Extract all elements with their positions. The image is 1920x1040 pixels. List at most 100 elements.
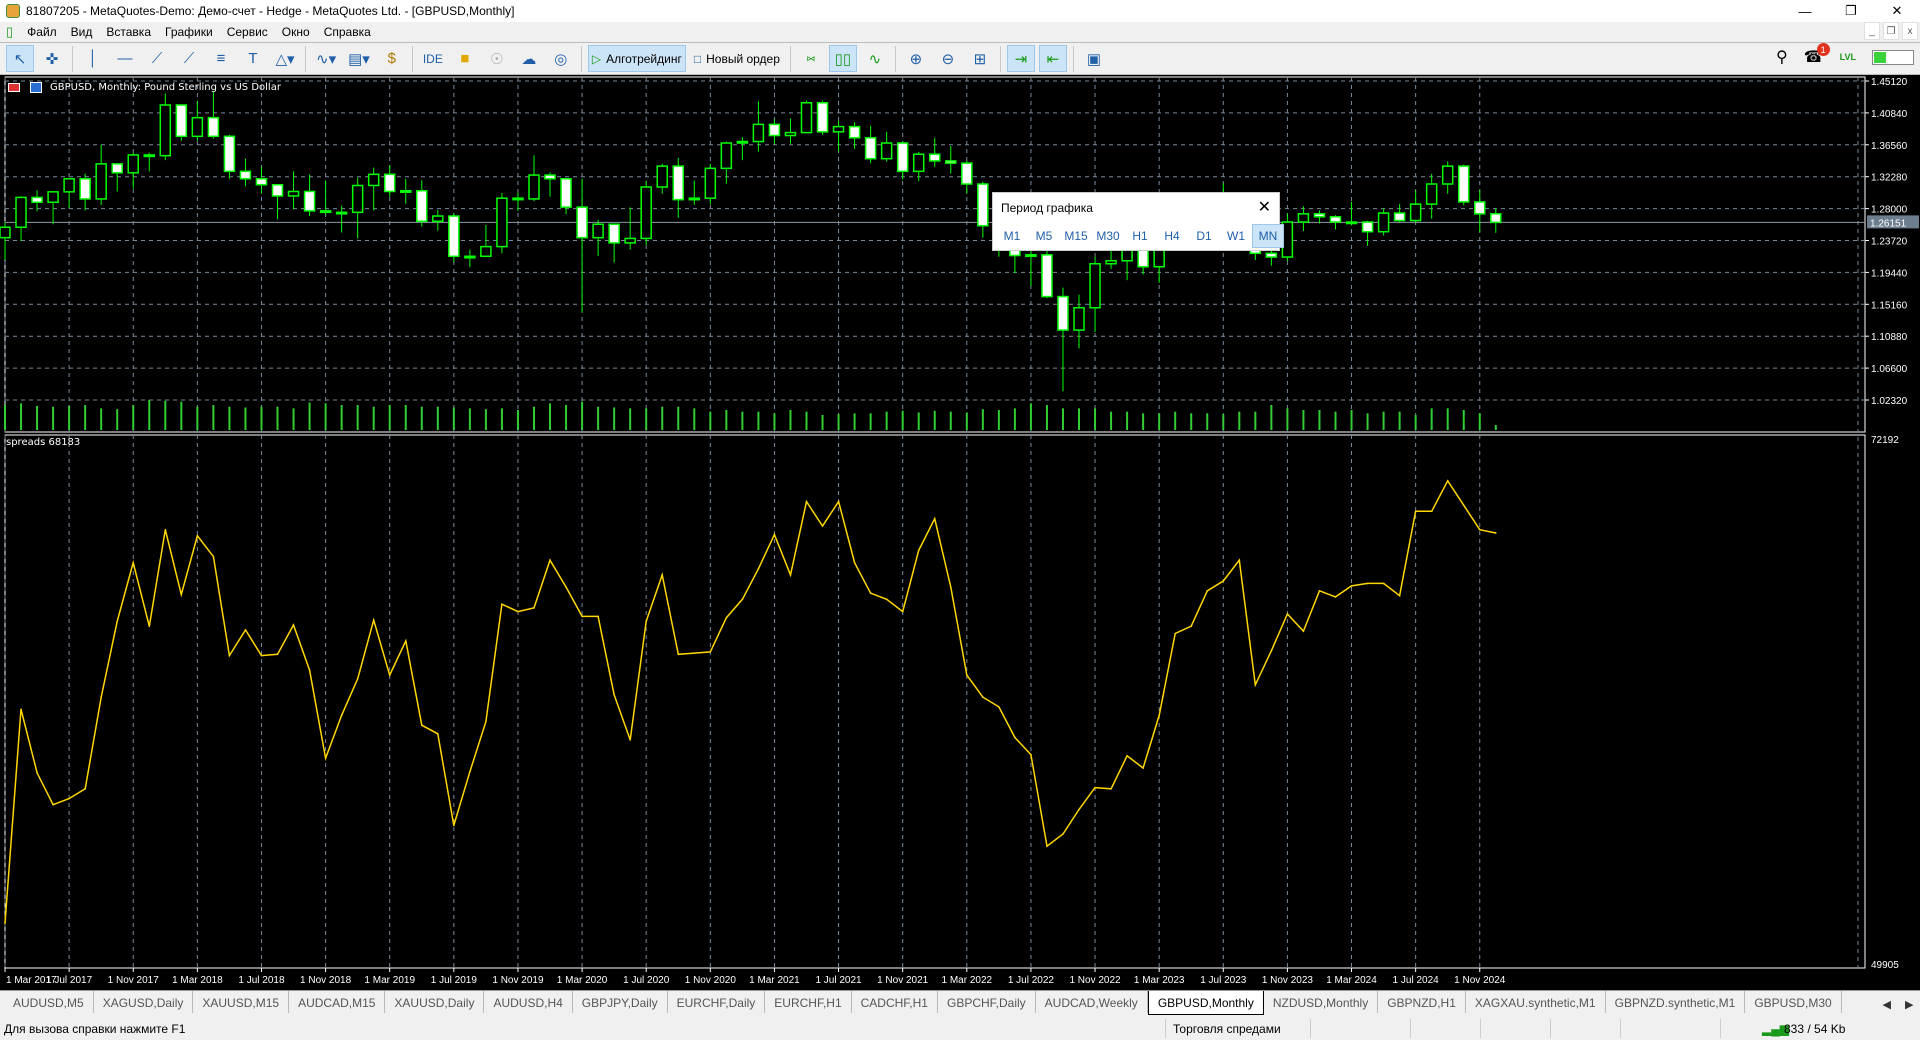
shapes-icon[interactable]: △▾ [275,50,295,68]
close-icon[interactable]: ✕ [1257,199,1271,216]
chart-tab[interactable]: AUDCAD,Weekly [1036,991,1148,1013]
chart-tab[interactable]: XAUUSD,M15 [193,991,290,1013]
algotrading-button[interactable]: ▷ Алготрейдинг [587,45,686,72]
candlestick-icon[interactable]: ▯▯ [828,45,857,72]
trade-panel-icon[interactable] [30,82,42,93]
spread-point [1078,808,1080,811]
mdi-restore-button[interactable]: ❐ [1883,22,1899,40]
chart-tab[interactable]: EURCHF,Daily [668,991,766,1013]
fibonacci-icon[interactable]: ≡ [216,50,226,67]
spread-point [228,654,231,657]
chart-tab[interactable]: XAUUSD,Daily [385,991,485,1013]
status-mode: Торговля спредами [1173,1022,1281,1036]
crosshair-icon[interactable]: ✜ [45,50,59,68]
spread-point [693,652,696,654]
restore-button[interactable]: ❐ [1845,3,1857,18]
spread-point [645,620,647,623]
chart-window-icon[interactable]: ▯ [6,24,14,39]
new-order-button[interactable]: □ Новый ордер [690,45,784,72]
menu-charts[interactable]: Графики [165,25,213,39]
trend-line-icon[interactable]: ⟋ [151,50,163,67]
ide-button[interactable]: IDE [422,51,443,66]
period-m30-button[interactable]: M30 [1096,229,1120,243]
chart-shift-icon[interactable]: ⇤ [1038,45,1067,72]
period-m5-button[interactable]: M5 [1035,229,1053,243]
period-m1-button[interactable]: M1 [1003,229,1021,243]
vps-icon[interactable]: ☁ [521,50,537,68]
tabs-prev-icon[interactable]: ◀ [1882,998,1891,1011]
candle-bullish [335,211,348,215]
time-axis-label: 1 Jul 2017 [46,975,93,986]
spread-point [1190,625,1193,628]
period-h1-button[interactable]: H1 [1132,229,1148,243]
period-w1-button[interactable]: W1 [1227,229,1245,243]
menu-help[interactable]: Справка [323,25,371,39]
autoscroll-icon[interactable]: ⇥ [1006,45,1035,72]
period-mn-button[interactable]: MN [1252,224,1284,248]
indicators-icon[interactable]: ∿▾ [316,50,337,68]
chart-tab[interactable]: AUDCAD,M15 [289,991,386,1013]
close-button[interactable]: ✕ [1891,3,1903,18]
zoom-out-icon[interactable]: ⊖ [941,50,955,68]
signals-icon[interactable]: ☉ [490,50,504,68]
chart-tab[interactable]: GBPNZD.synthetic,M1 [1606,991,1746,1013]
tabs-nav: ◀ ▶ [1876,991,1920,1017]
chart-tab[interactable]: GBPJPY,Daily [573,991,668,1013]
chart-tab[interactable]: XAGUSD,Daily [94,991,194,1013]
chart-tab[interactable]: GBPUSD,Monthly [1147,991,1264,1015]
chart-tab[interactable]: AUDUSD,M5 [4,991,94,1013]
store-icon[interactable]: ■ [460,50,470,67]
chart-tab[interactable]: CADCHF,H1 [852,991,938,1013]
menu-view[interactable]: Вид [70,25,93,39]
chart-tab[interactable]: AUDUSD,H4 [484,991,573,1013]
chart-tab[interactable]: GBPCHF,Daily [938,991,1036,1013]
menu-insert[interactable]: Вставка [106,25,151,39]
notifications-icon[interactable]: ☎ 1 [1804,43,1830,67]
chart-tab[interactable]: NZDUSD,Monthly [1264,991,1379,1013]
price-axis-label: 1.40840 [1871,109,1908,120]
chart-tab[interactable]: GBPUSD,M30 [1745,991,1842,1013]
chart-menu-icon[interactable] [8,83,20,92]
search-icon[interactable]: ⚲ [1776,49,1788,66]
spread-point [84,787,86,790]
market-icon[interactable]: $ [387,50,396,67]
candle-bullish [127,154,139,174]
spread-point [837,500,840,503]
tile-icon[interactable]: ⊞ [973,50,987,68]
chart-canvas[interactable]: 1.45120 1.40840 1.36560 1.32280 1.28000 1.237… [0,75,1920,990]
candle-bullish [1073,306,1085,331]
templates-icon[interactable]: ▤▾ [348,50,370,68]
period-m15-button[interactable]: M15 [1064,229,1088,243]
screenshot-icon[interactable]: ▣ [1086,50,1102,68]
candle-bullish [1425,183,1438,205]
period-d1-button[interactable]: D1 [1196,229,1212,243]
text-icon[interactable]: T [248,50,258,67]
period-h4-button[interactable]: H4 [1164,229,1180,243]
lvl-icon[interactable]: LVL [1839,52,1856,62]
minimize-button[interactable]: — [1798,3,1812,19]
equidistant-channel-icon[interactable]: ⟋ [183,50,195,67]
mdi-minimize-button[interactable]: _ [1864,22,1880,40]
spread-point [1494,532,1497,534]
chart-tab[interactable]: XAGXAU.synthetic,M1 [1466,991,1606,1013]
cursor-icon[interactable]: ↖ [6,45,34,72]
spread-point [437,732,439,735]
candle-bearish [255,178,268,186]
chart-tab[interactable]: GBPNZD,H1 [1378,991,1466,1013]
chart-tab[interactable]: EURCHF,H1 [765,991,852,1013]
zoom-in-icon[interactable]: ⊕ [909,50,923,68]
horizontal-line-icon[interactable]: — [117,50,133,67]
mdi-close-button[interactable]: x [1902,22,1918,40]
menu-tools[interactable]: Сервис [226,25,268,39]
indicator-pane-border [4,434,1866,969]
menu-window[interactable]: Окно [281,25,310,39]
vertical-line-icon[interactable]: │ [88,50,98,67]
hosting-icon[interactable]: ◎ [554,50,568,68]
new-order-icon: □ [693,51,702,66]
notification-badge: 1 [1816,43,1830,56]
bar-chart-icon[interactable]: ⑅ [806,50,816,67]
chart-window[interactable]: 1.45120 1.40840 1.36560 1.32280 1.28000 1.237… [0,75,1920,990]
menu-file[interactable]: Файл [27,25,57,39]
line-chart-icon[interactable]: ∿ [868,50,882,68]
tabs-next-icon[interactable]: ▶ [1905,998,1914,1011]
